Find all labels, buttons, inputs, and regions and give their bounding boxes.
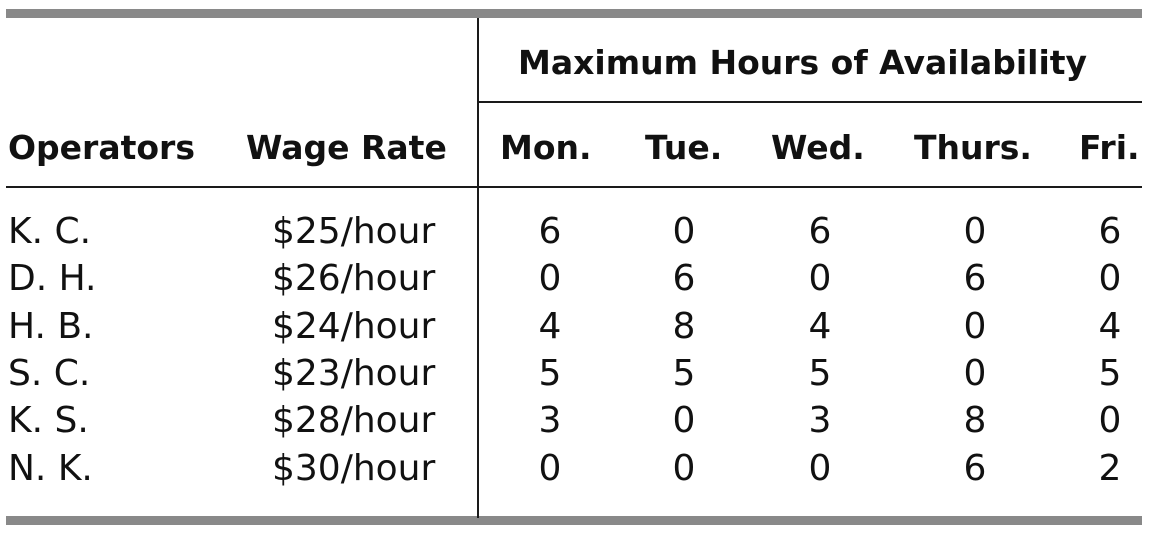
hours-cell: 6 [672, 258, 696, 299]
bottom-rule [6, 516, 1142, 525]
operator-cell: S. C. [8, 353, 91, 394]
hours-cell: 0 [538, 258, 562, 299]
column-divider [477, 18, 479, 518]
header-fri: Fri. [1079, 128, 1140, 167]
operator-cell: N. K. [8, 448, 93, 489]
operator-cell: K. S. [8, 400, 89, 441]
group-header: Maximum Hours of Availability [518, 43, 1088, 82]
hours-cell: 4 [808, 306, 832, 347]
hours-cell: 0 [808, 258, 832, 299]
operator-cell: H. B. [8, 306, 94, 347]
hours-cell: 4 [538, 306, 562, 347]
group-header-rule [479, 101, 1142, 103]
header-wed: Wed. [771, 128, 865, 167]
hours-cell: 0 [672, 400, 696, 441]
wage-cell: $23/hour [272, 353, 436, 394]
header-tue: Tue. [645, 128, 723, 167]
wage-cell: $30/hour [272, 448, 436, 489]
header-operators: Operators [8, 128, 195, 167]
hours-cell: 5 [1098, 353, 1122, 394]
wage-cell: $28/hour [272, 400, 436, 441]
hours-cell: 6 [963, 258, 987, 299]
hours-cell: 3 [538, 400, 562, 441]
header-mon: Mon. [500, 128, 592, 167]
hours-cell: 6 [808, 211, 832, 252]
hours-cell: 4 [1098, 306, 1122, 347]
wage-cell: $25/hour [272, 211, 436, 252]
hours-cell: 0 [963, 211, 987, 252]
hours-cell: 5 [672, 353, 696, 394]
hours-cell: 3 [808, 400, 832, 441]
hours-cell: 8 [672, 306, 696, 347]
hours-cell: 6 [1098, 211, 1122, 252]
hours-cell: 0 [672, 448, 696, 489]
header-rule [6, 186, 1142, 188]
header-wage-rate: Wage Rate [246, 128, 447, 167]
hours-cell: 8 [963, 400, 987, 441]
operator-cell: D. H. [8, 258, 97, 299]
hours-cell: 2 [1098, 448, 1122, 489]
operator-cell: K. C. [8, 211, 92, 252]
hours-cell: 0 [538, 448, 562, 489]
wage-cell: $24/hour [272, 306, 436, 347]
hours-cell: 0 [963, 306, 987, 347]
hours-cell: 0 [808, 448, 832, 489]
hours-cell: 0 [1098, 400, 1122, 441]
hours-cell: 6 [963, 448, 987, 489]
hours-cell: 0 [963, 353, 987, 394]
header-thurs: Thurs. [914, 128, 1032, 167]
top-rule [6, 9, 1142, 18]
hours-cell: 0 [1098, 258, 1122, 299]
hours-cell: 0 [672, 211, 696, 252]
wage-cell: $26/hour [272, 258, 436, 299]
hours-cell: 6 [538, 211, 562, 252]
hours-cell: 5 [808, 353, 832, 394]
hours-cell: 5 [538, 353, 562, 394]
